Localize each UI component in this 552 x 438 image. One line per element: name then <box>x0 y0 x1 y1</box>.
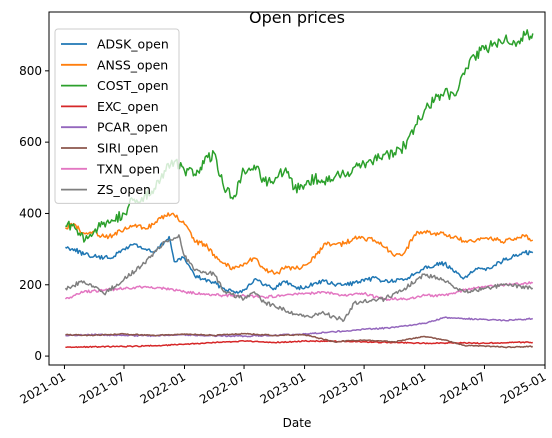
chart-title: Open prices <box>249 8 345 27</box>
y-axis: 0 200 400 600 800 <box>19 64 49 363</box>
legend-label-exc-open: EXC_open <box>97 99 159 114</box>
x-tick-label: 2021-01 <box>18 369 68 406</box>
plot-frame <box>48 11 546 366</box>
series-line-exc-open <box>65 339 533 349</box>
y-tick-label: 800 <box>19 64 42 78</box>
x-tick-label: 2025-01 <box>498 369 548 406</box>
series-line-siri-open <box>65 332 534 349</box>
series-line-anss-open <box>64 212 534 275</box>
y-tick-label: 400 <box>19 206 42 220</box>
legend-label-zs-open: ZS_open <box>97 182 151 197</box>
x-tick-label: 2021-07 <box>77 369 127 406</box>
x-tick-label: 2023-07 <box>317 369 367 406</box>
y-tick-label: 600 <box>19 135 42 149</box>
legend: ADSK_open ANSS_open COST_open EXC_open PCAR_… <box>54 28 180 204</box>
legend-label-adsk-open: ADSK_open <box>97 37 169 52</box>
y-tick-label: 200 <box>19 278 42 292</box>
series-line-txn-open <box>64 281 534 302</box>
x-tick-label: 2023-01 <box>258 369 308 406</box>
y-tick-label: 0 <box>34 349 42 363</box>
x-tick-label: 2024-07 <box>438 369 488 406</box>
x-axis-label: Date <box>283 416 312 430</box>
x-tick-label: 2022-01 <box>138 369 188 406</box>
legend-label-siri-open: SIRI_open <box>97 141 158 156</box>
legend-box <box>54 28 180 204</box>
series-line-adsk-open <box>65 235 534 294</box>
legend-label-cost-open: COST_open <box>97 78 169 93</box>
x-tick-label: 2024-01 <box>378 369 428 406</box>
legend-label-txn-open: TXN_open <box>96 161 160 176</box>
series-line-zs-open <box>64 234 534 323</box>
legend-label-anss-open: ANSS_open <box>97 57 168 72</box>
legend-label-pcar-open: PCAR_open <box>97 120 168 135</box>
x-axis: 2021-01 2021-07 2022-01 2022-07 2023-01 2023-… <box>18 365 549 407</box>
x-tick-label: 2022-07 <box>197 369 247 406</box>
